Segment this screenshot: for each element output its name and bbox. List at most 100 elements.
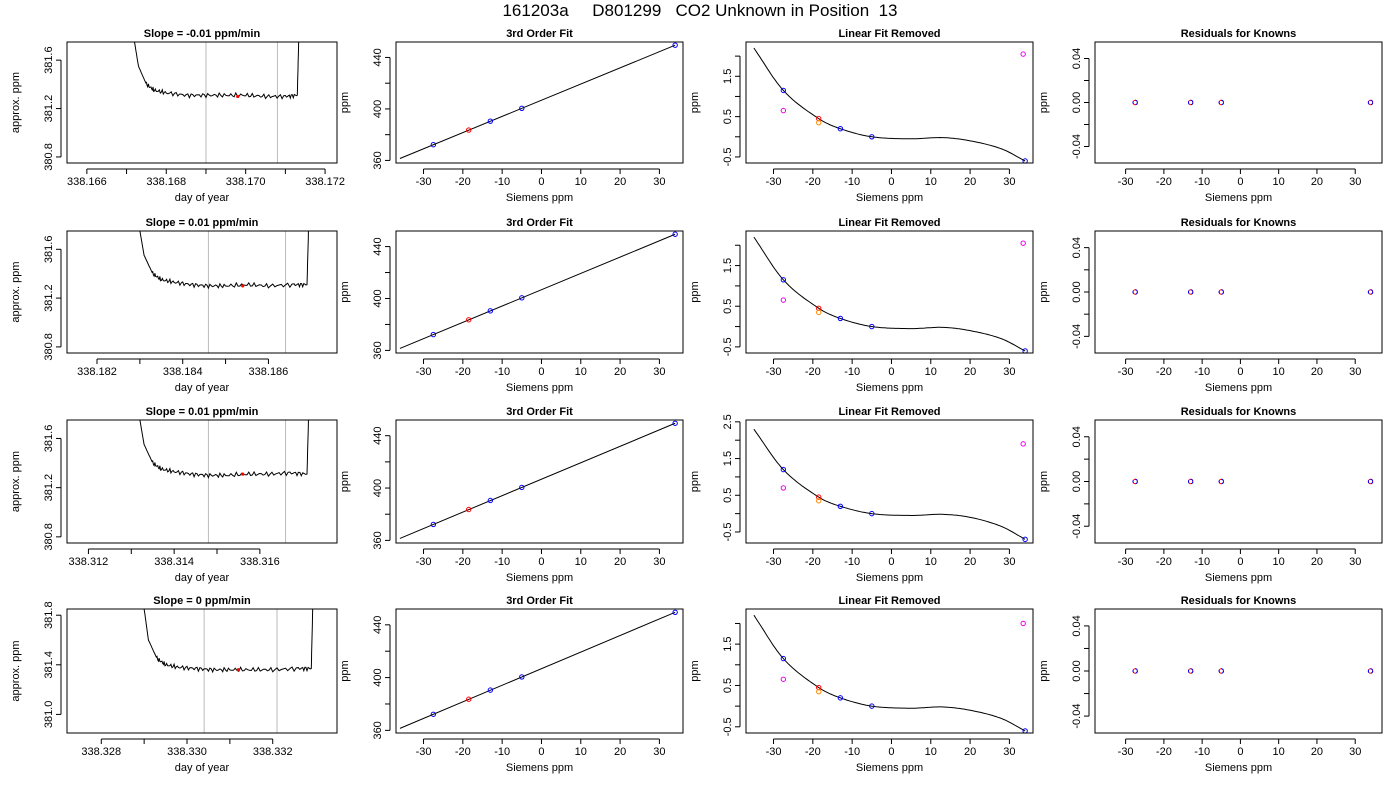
plot-frame: [1094, 41, 1383, 164]
point-blue: [837, 695, 844, 701]
x-tick-label: 10: [1273, 556, 1285, 568]
x-tick-label: -20: [455, 366, 471, 378]
y-tick-label: 381.6: [43, 236, 55, 264]
panel-fit-1: 3rd Order Fit -30 -20 -10 0 10 20 30 Siemens ppm…: [339, 217, 684, 394]
y-tick-label: 0.5: [722, 488, 734, 503]
y-tick-label: 400: [372, 100, 384, 118]
y-tick-label: 1.5: [722, 69, 734, 84]
y-tick-label: 360: [372, 341, 384, 359]
x-tick-label: 338.314: [154, 556, 194, 568]
fit-line: [399, 422, 676, 539]
y-axis-label: approx. ppm: [10, 72, 22, 133]
point-blue: [869, 134, 875, 140]
residual-point: [1367, 289, 1374, 295]
y-tick-label: 0.04: [1071, 237, 1083, 258]
y-axis-label: ppm: [339, 92, 351, 113]
panel-removed-0: Linear Fit Removed -30 -20 -10 0 10 20 30 Siemen…: [689, 28, 1034, 204]
residual-point: [1132, 668, 1138, 674]
x-tick-label: 10: [925, 746, 937, 758]
x-tick-label: 10: [1273, 746, 1285, 758]
plot-frame: [1094, 230, 1383, 354]
y-tick-label: 0.00: [1071, 92, 1083, 113]
x-tick-label: -20: [805, 176, 821, 188]
x-tick-label: 30: [1003, 366, 1015, 378]
sample-marker: [236, 94, 240, 99]
x-tick-label: 20: [614, 176, 626, 188]
point-blue: [869, 703, 875, 709]
y-tick-label: 440: [372, 616, 384, 634]
point-blue: [430, 711, 437, 717]
x-tick-label: -30: [416, 366, 432, 378]
sample-marker: [241, 284, 245, 288]
x-tick-label: -10: [494, 366, 510, 378]
x-tick-label: 30: [1003, 746, 1015, 758]
plot-frame: [66, 608, 338, 734]
point-red: [816, 494, 822, 500]
panel-title: Slope = -0.01 ppm/min: [144, 28, 261, 40]
y-axis-label: ppm: [339, 660, 351, 681]
x-axis-label: Siemens ppm: [856, 192, 923, 204]
point-blue: [780, 277, 787, 283]
residual-point: [1132, 289, 1138, 295]
x-axis-label: Siemens ppm: [856, 382, 923, 394]
x-tick-label: 10: [925, 176, 937, 188]
y-tick-label: 0.04: [1071, 615, 1083, 636]
plot-frame: [395, 419, 684, 544]
point-blue: [1022, 536, 1028, 543]
plot-frame: [745, 419, 1034, 544]
panel-trace-0: Slope = -0.01 ppm/min 338.166 338.168 338.1…: [10, 28, 345, 204]
x-tick-label: 0: [538, 746, 544, 758]
residual-point: [1132, 478, 1138, 485]
plot-frame: [745, 41, 1034, 164]
panel-title: Linear Fit Removed: [838, 595, 940, 607]
plot-frame: [66, 41, 338, 164]
x-tick-label: -30: [416, 176, 432, 188]
x-tick-label: -20: [1156, 746, 1172, 758]
residual-point: [1218, 668, 1224, 674]
y-tick-label: 0.00: [1071, 281, 1083, 302]
figure-title: 161203a D801299 CO2 Unknown in Position …: [502, 1, 898, 20]
x-tick-label: 20: [964, 366, 976, 378]
y-axis-label: approx. ppm: [10, 261, 22, 322]
cubic-fit-curve: [753, 614, 1026, 732]
cubic-fit-curve: [753, 47, 1026, 162]
x-tick-label: 338.170: [226, 176, 266, 188]
x-tick-label: -10: [1194, 746, 1210, 758]
panel-trace-3: Slope = 0 ppm/min 338.328 338.330 338.332 da…: [10, 595, 338, 774]
x-tick-label: -20: [805, 746, 821, 758]
y-tick-label: 440: [372, 237, 384, 255]
x-tick-label: 0: [888, 746, 894, 758]
point-magenta: [1020, 240, 1026, 246]
cubic-fit-curve: [753, 428, 1026, 540]
point-red: [466, 696, 472, 702]
x-tick-label: -20: [455, 746, 471, 758]
y-tick-label: 0.5: [722, 109, 734, 124]
x-tick-label: 20: [614, 556, 626, 568]
y-tick-label: -0.04: [1071, 514, 1083, 539]
x-tick-label: 30: [1349, 746, 1361, 758]
y-tick-label: 0.04: [1071, 48, 1083, 69]
y-tick-label: 0.5: [722, 678, 734, 693]
y-tick-label: -0.5: [722, 337, 734, 356]
x-tick-label: 20: [964, 746, 976, 758]
x-axis-label: Siemens ppm: [1205, 382, 1272, 394]
y-axis-label: ppm: [689, 471, 701, 492]
fit-line: [399, 611, 676, 729]
y-tick-label: 440: [372, 427, 384, 445]
y-tick-label: 381.2: [43, 284, 55, 312]
x-tick-label: -30: [766, 746, 782, 758]
point-blue: [430, 521, 437, 528]
x-tick-label: 338.328: [81, 746, 121, 758]
residual-point: [1187, 478, 1194, 485]
panel-title: Residuals for Knowns: [1181, 28, 1297, 40]
residual-point: [1367, 99, 1374, 106]
panel-title: Linear Fit Removed: [838, 28, 940, 40]
x-tick-label: 338.330: [167, 746, 207, 758]
residual-point: [1367, 668, 1374, 674]
y-tick-label: 400: [372, 289, 384, 307]
panel-residuals-1: Residuals for Knowns -30 -20 -10 0 10 20 30 Siem…: [1038, 217, 1383, 394]
x-tick-label: 10: [575, 556, 587, 568]
concentration-trace: [143, 609, 314, 674]
x-tick-label: 30: [1003, 176, 1015, 188]
panel-title: Linear Fit Removed: [838, 217, 940, 229]
